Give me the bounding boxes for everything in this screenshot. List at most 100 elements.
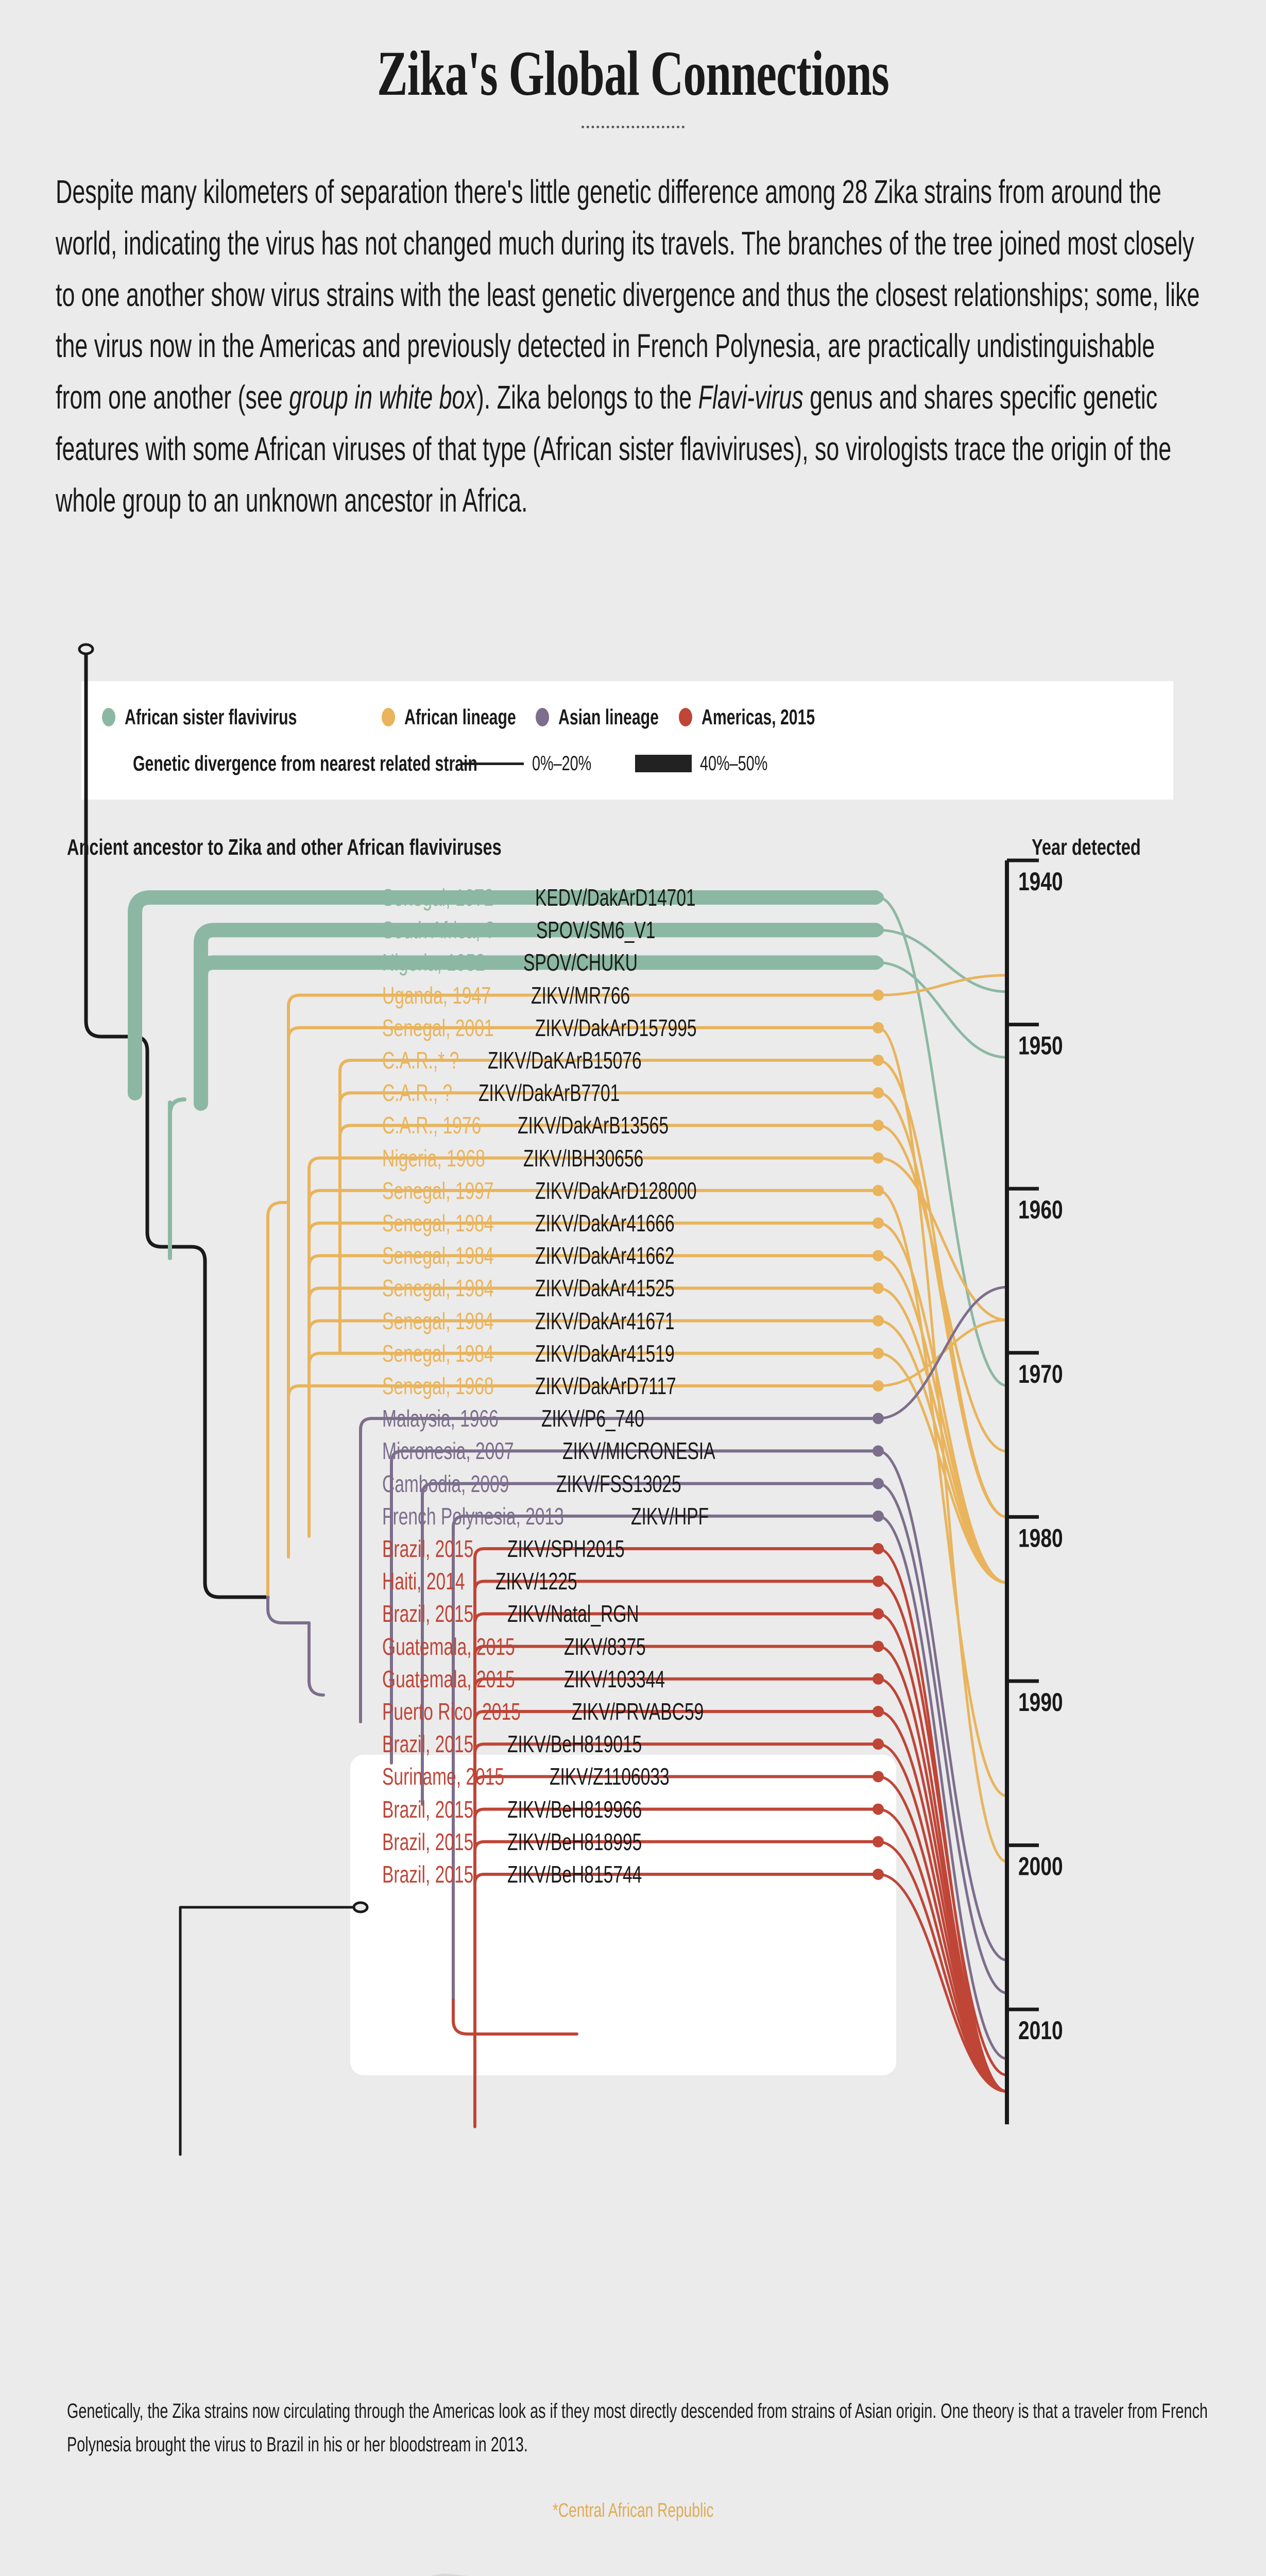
- tree-node-marker: [352, 1901, 369, 1913]
- tree-branch: [473, 1645, 877, 2017]
- leaf-strain-id: ZIKV/BeH819966: [507, 1795, 642, 1823]
- tree-leaf-row: C.A.R., 1976 ZIKV/DakArB13565: [382, 1111, 725, 1140]
- tree-leaf-row: Senegal, 1984 ZIKV/DakAr41666: [382, 1209, 726, 1238]
- year-detected-label: Year detected: [1032, 835, 1141, 860]
- leaf-place-year: Senegal, 1984: [382, 1340, 494, 1367]
- legend-item-african-lineage: African lineage: [381, 705, 559, 730]
- timeline-connector: [877, 896, 1008, 1387]
- timeline-tip-dot: [872, 1184, 884, 1196]
- tree-leaf-row: Senegal, 1972 KEDV/DakArD14701: [382, 883, 755, 912]
- tree-branch: [421, 1482, 877, 1754]
- leaf-place-year: Brazil, 2015: [382, 1795, 474, 1823]
- leaf-place-year: C.A.R., 1976: [382, 1112, 482, 1139]
- leaf-place-year: Micronesia, 2007: [382, 1437, 514, 1465]
- timeline-tip-dot: [872, 957, 884, 969]
- tree-leaf-row: Brazil, 2015 ZIKV/Natal_RGN: [382, 1599, 688, 1628]
- timeline-tip-dot: [872, 1803, 884, 1815]
- leaf-place-year: Brazil, 2015: [382, 1600, 474, 1628]
- timeline-tip-dot: [872, 1315, 884, 1327]
- tree-leaf-row: Brazil, 2015 ZIKV/BeH819966: [382, 1795, 692, 1824]
- leaf-place-year: Senegal, 1984: [382, 1242, 494, 1269]
- tree-branch: [473, 1612, 877, 2017]
- tree-leaf-row: French Polynesia, 2013 ZIKV/HPF: [382, 1502, 738, 1531]
- timeline-tip-dot: [872, 1217, 884, 1229]
- leaf-place-year: Guatemala, 2015: [382, 1633, 515, 1660]
- tree-node-marker: [78, 643, 94, 655]
- legend-item-asian-lineage: Asian lineage: [535, 705, 698, 730]
- legend-dot-icon: [102, 708, 115, 726]
- timeline-tip-dot: [872, 1022, 884, 1033]
- tree-branch: [287, 1026, 877, 1204]
- tree-branch: [473, 1547, 877, 2017]
- tree-leaf-row: Nigeria, 1952 SPOV/CHUKU: [382, 948, 680, 977]
- leaf-place-year: Cambodia, 2009: [382, 1470, 509, 1497]
- leaf-place-year: Brazil, 2015: [382, 1731, 474, 1758]
- leaf-strain-id: ZIKV/BeH819015: [507, 1731, 642, 1758]
- tree-branch: [287, 993, 877, 1204]
- leaf-strain-id: ZIKV/DakAr41671: [535, 1307, 675, 1334]
- tree-branch: [473, 1677, 877, 2017]
- tree-branch: [359, 1417, 877, 1667]
- tree-leaf-row: Haiti, 2014 ZIKV/1225: [382, 1567, 607, 1596]
- timeline-connector: [877, 1091, 1008, 1518]
- tree-branch: [176, 1245, 270, 1599]
- tree-leaf-row: Brazil, 2015 ZIKV/BeH819015: [382, 1730, 692, 1758]
- ancestor-label: Ancient ancestor to Zika and other Afric…: [67, 835, 502, 860]
- timeline-tip-dot: [872, 1055, 884, 1066]
- tree-branch: [194, 923, 883, 1111]
- timeline-tip-dot: [872, 1087, 884, 1099]
- year-tick-label: 2010: [1018, 2015, 1063, 2045]
- tree-branch: [473, 1580, 877, 2017]
- tree-branch: [473, 1807, 877, 2017]
- tree-leaf-row: Nigeria, 1968 ZIKV/IBH30656: [382, 1144, 688, 1173]
- page-header: Zika's Global Connections: [0, 0, 1266, 131]
- timeline-connector: [877, 974, 1008, 997]
- legend-label: Asian lineage: [558, 705, 659, 729]
- world-map: [0, 2555, 1266, 2576]
- divergence-high-label: 40%–50%: [700, 752, 768, 775]
- tree-branch: [307, 1222, 877, 1455]
- leaf-strain-id: SPOV/SM6_V1: [536, 917, 656, 944]
- tree-graphic: 1940 1950 1960 1970 1980 1990 2000 2010: [78, 643, 1063, 2156]
- tree-leaf-row: Uganda, 1947 ZIKV/MR766: [382, 981, 666, 1010]
- leaf-strain-id: ZIKV/BeH815744: [507, 1861, 642, 1888]
- tree-branch: [452, 1998, 578, 2036]
- timeline-tip-dot: [872, 1380, 884, 1392]
- tree-branch: [473, 1710, 877, 2017]
- tree-leaf-row: Senegal, 1984 ZIKV/DakAr41525: [382, 1274, 726, 1302]
- tree-branch: [266, 1201, 284, 1599]
- tree-caption: Genetically, the Zika strains now circul…: [67, 2400, 1208, 2456]
- tree-leaf-row: Puerto Rico, 2015 ZIKV/PRVABC59: [382, 1697, 752, 1726]
- year-tick-label: 1950: [1018, 1031, 1063, 1060]
- tree-leaf-row: Senegal, 2001 ZIKV/DakArD157995: [382, 1013, 756, 1042]
- timeline-tip-dot: [872, 1575, 884, 1587]
- thin-line-swatch-icon: [462, 762, 524, 765]
- leaf-place-year: Senegal, 1984: [382, 1307, 494, 1334]
- year-tick-label: 2000: [1018, 1852, 1063, 1881]
- leaf-strain-id: ZIKV/Natal_RGN: [507, 1600, 639, 1628]
- leaf-strain-id: ZIKV/DakAr41519: [535, 1340, 675, 1367]
- leaf-strain-id: ZIKV/8375: [563, 1633, 646, 1660]
- leaf-place-year: Brazil, 2015: [382, 1828, 474, 1855]
- divergence-label: Genetic divergence from nearest related …: [133, 751, 477, 775]
- leaf-strain-id: ZIKV/103344: [563, 1665, 665, 1692]
- divergence-low-label: 0%–20%: [532, 752, 592, 775]
- tree-leaf-row: C.A.R.,* ? ZIKV/DaKArB15076: [382, 1046, 698, 1075]
- leaf-place-year: Uganda, 1947: [382, 981, 491, 1009]
- leaf-place-year: French Polynesia, 2013: [382, 1502, 564, 1530]
- timeline-connector: [877, 1580, 1008, 2077]
- leaf-place-year: Senegal, 1997: [382, 1177, 494, 1204]
- legend-lineage-row: African sister flavivirus African lineag…: [102, 702, 897, 733]
- leaf-place-year: Guatemala, 2015: [382, 1665, 515, 1692]
- legend-dot-icon: [381, 708, 395, 726]
- timeline-connector: [877, 1189, 1008, 1798]
- timeline-tip-dot: [872, 1836, 884, 1848]
- year-tick-label: 1970: [1018, 1359, 1063, 1388]
- year-tick-label: 1990: [1018, 1687, 1063, 1717]
- tree-leaf-row: Suriname, 2015 ZIKV/Z1106033: [382, 1762, 714, 1791]
- tree-branch: [179, 1906, 362, 2156]
- timeline-connector: [877, 961, 1008, 1059]
- leaf-strain-id: ZIKV/Z1106033: [549, 1763, 670, 1790]
- timeline-connector: [877, 1449, 1008, 1962]
- tree-leaf-row: Micronesia, 2007 ZIKV/MICRONESIA: [382, 1436, 772, 1465]
